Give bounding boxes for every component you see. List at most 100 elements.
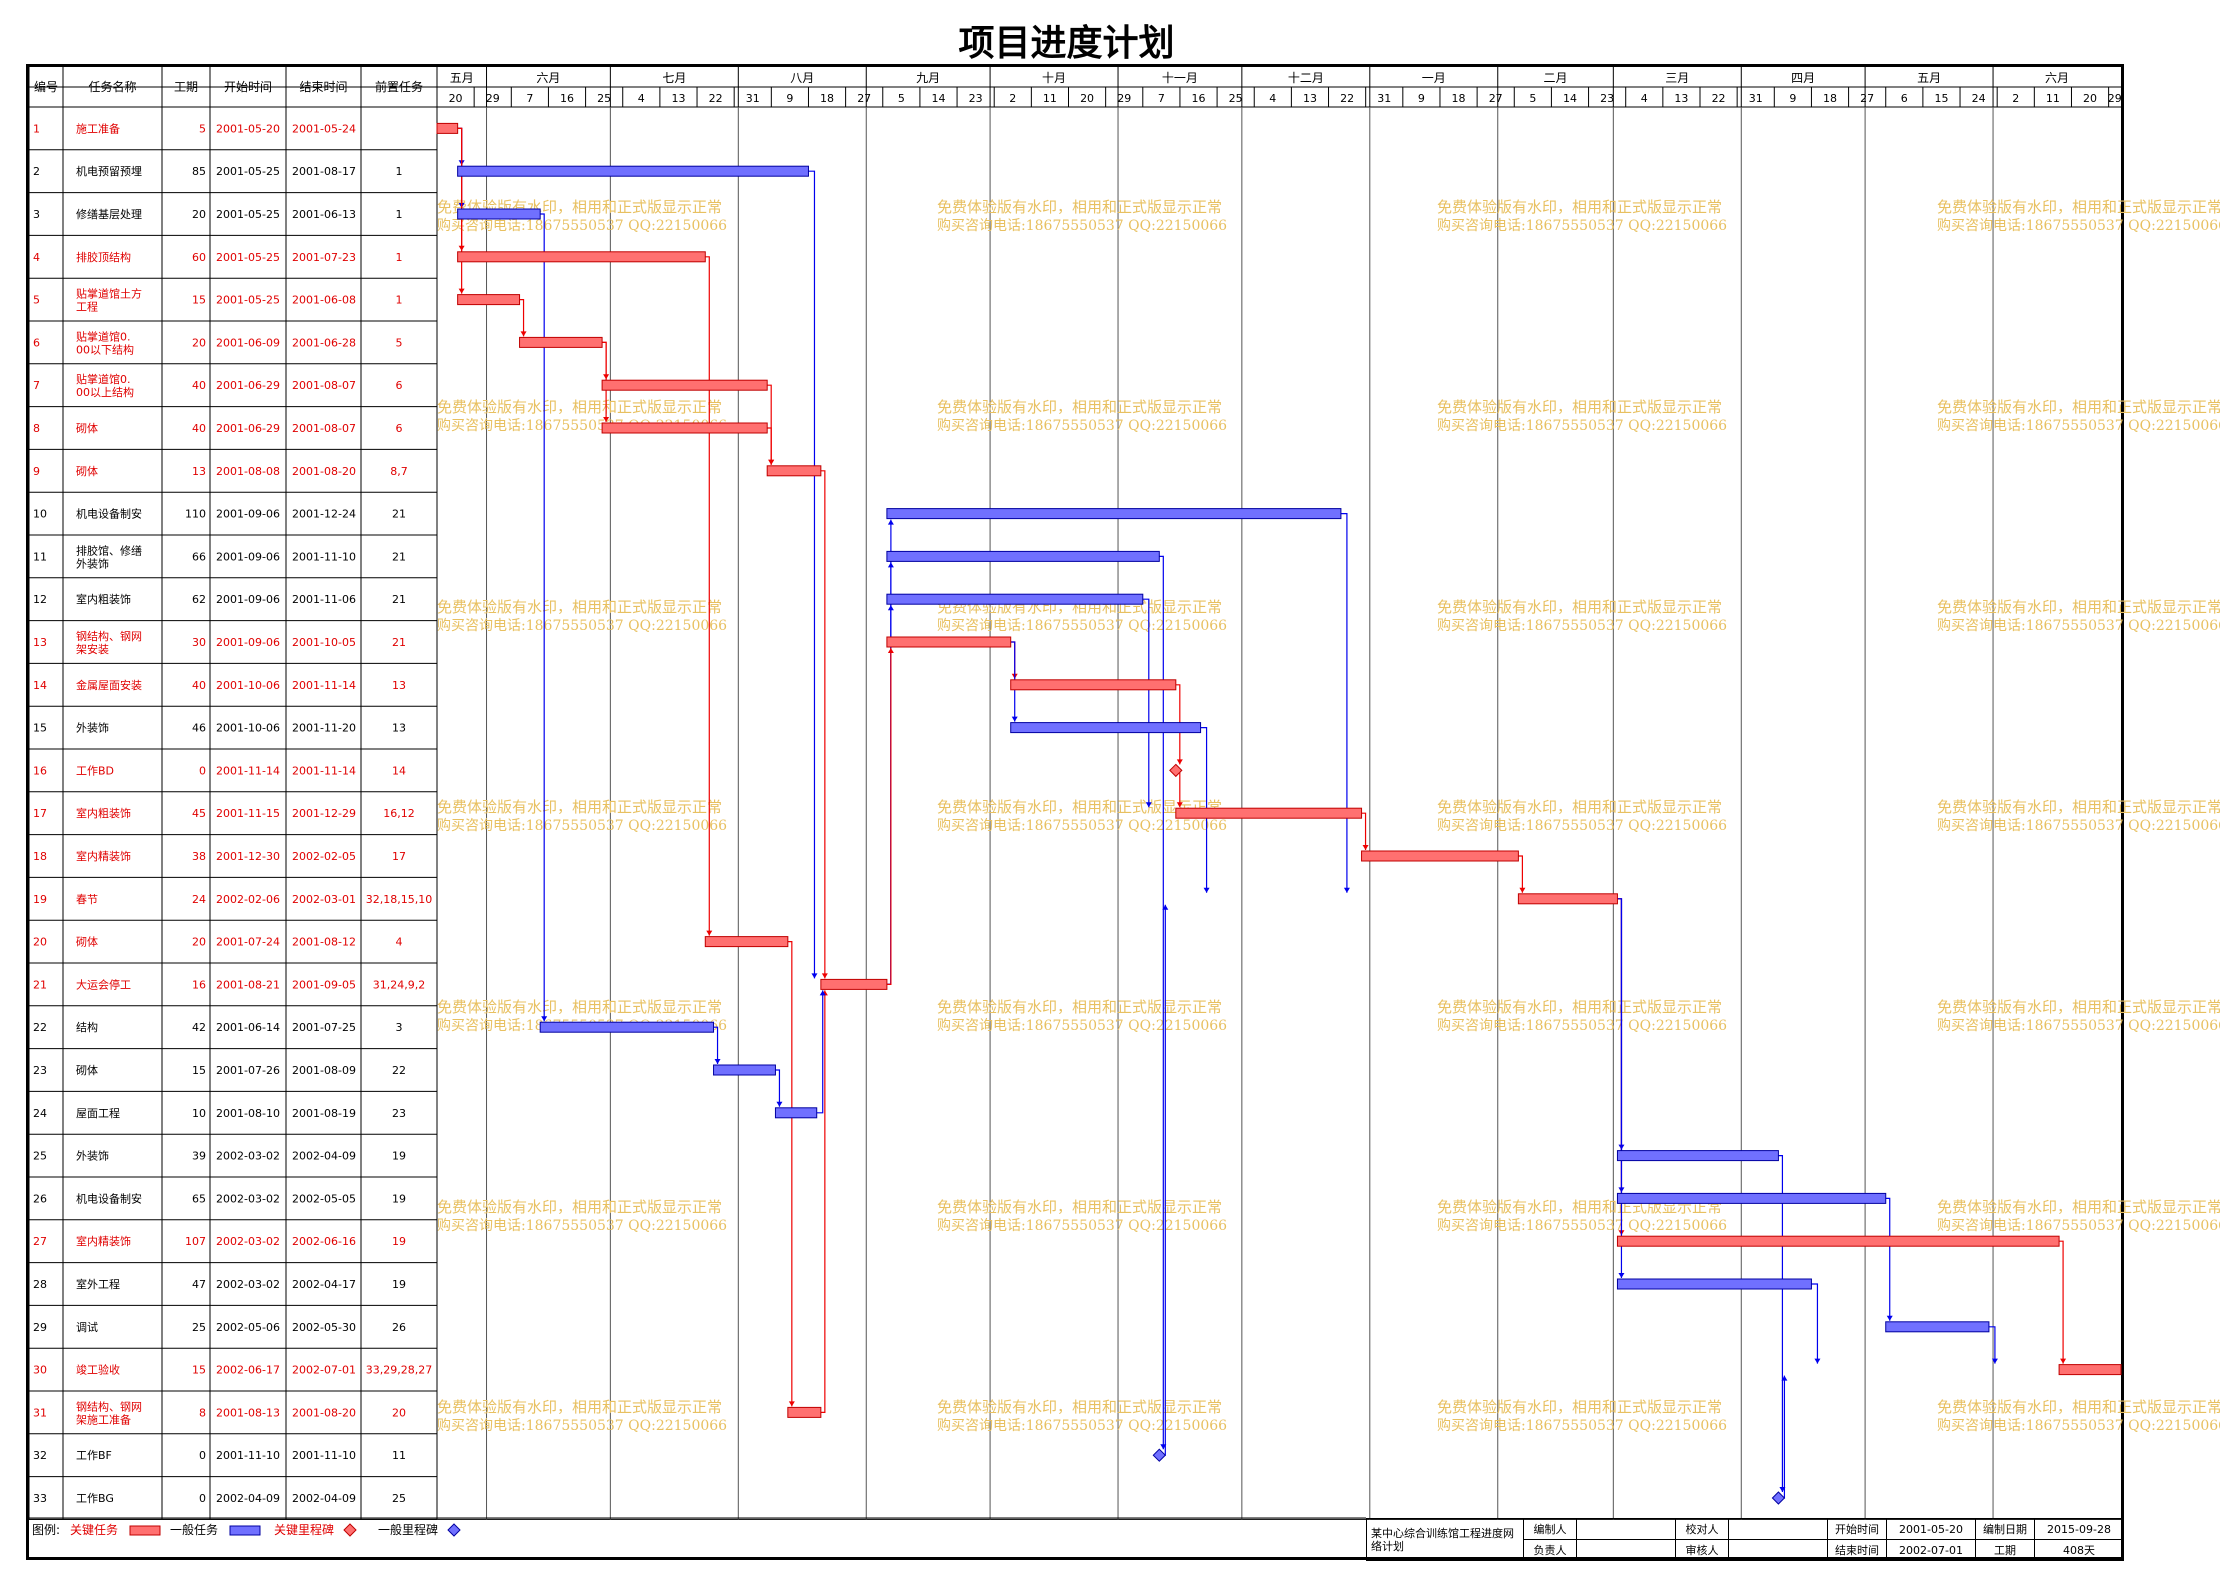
task-id: 33 bbox=[33, 1492, 47, 1505]
task-start: 2001-05-25 bbox=[216, 294, 280, 307]
task-duration: 20 bbox=[192, 208, 206, 221]
day-tick-label: 31 bbox=[1377, 92, 1391, 105]
project-name: 某中心综合训练馆工程进度网络计划 bbox=[1366, 1518, 1524, 1561]
dependency-arrow bbox=[1203, 887, 1210, 893]
task-bar bbox=[539, 1021, 715, 1033]
watermark-line-1: 免费体验版有水印，相用和正式版显示正常 bbox=[1937, 1398, 2220, 1416]
task-name: 工作BF bbox=[76, 1449, 112, 1462]
task-end: 2001-08-20 bbox=[292, 1406, 356, 1419]
task-name: 竣工验收 bbox=[76, 1363, 120, 1377]
task-name: 砌体 bbox=[76, 421, 98, 435]
task-end: 2002-07-01 bbox=[292, 1364, 356, 1377]
dependency-arrow bbox=[1160, 1444, 1167, 1450]
task-id: 30 bbox=[33, 1364, 47, 1377]
task-start: 2002-02-06 bbox=[216, 893, 280, 906]
dependency-arrow bbox=[1362, 845, 1369, 850]
dependency-link bbox=[820, 470, 826, 979]
task-bar bbox=[774, 1107, 818, 1119]
task-pred: 19 bbox=[392, 1278, 406, 1291]
task-start: 2001-11-14 bbox=[216, 764, 280, 777]
month-label: 四月 bbox=[1791, 71, 1815, 85]
task-bar bbox=[2058, 1364, 2122, 1376]
task-id: 5 bbox=[33, 294, 40, 307]
task-pred: 3 bbox=[396, 1021, 403, 1034]
milestone-diamond bbox=[1169, 763, 1183, 778]
task-id: 11 bbox=[33, 550, 47, 563]
dependency-link bbox=[2059, 1240, 2064, 1364]
task-duration: 13 bbox=[192, 465, 206, 478]
dependency-arrow bbox=[1343, 887, 1350, 893]
task-duration: 20 bbox=[192, 336, 206, 349]
legend-milestone-swatch bbox=[343, 1523, 357, 1537]
dependency-link bbox=[1988, 1326, 1996, 1364]
task-name: 排胶顶结构 bbox=[76, 250, 131, 264]
task-end: 2001-06-28 bbox=[292, 336, 356, 349]
task-bar bbox=[457, 251, 706, 263]
watermark-line-2: 购买咨询电话:18675550537 QQ:22150066 bbox=[1937, 1218, 2220, 1234]
task-bar bbox=[886, 550, 1160, 562]
watermark-line-1: 免费体验版有水印，相用和正式版显示正常 bbox=[1937, 798, 2220, 816]
task-name: 调试 bbox=[76, 1321, 98, 1334]
task-id: 3 bbox=[33, 208, 40, 221]
dependency-link bbox=[820, 990, 826, 1414]
task-id: 7 bbox=[33, 379, 40, 392]
task-start: 2001-11-10 bbox=[216, 1449, 280, 1462]
task-duration: 107 bbox=[185, 1235, 206, 1248]
task-id: 22 bbox=[33, 1021, 47, 1034]
task-end: 2001-08-12 bbox=[292, 936, 356, 949]
task-id: 19 bbox=[33, 893, 47, 906]
task-bar bbox=[601, 379, 768, 391]
task-start: 2001-06-29 bbox=[216, 422, 280, 435]
task-bar bbox=[1517, 893, 1618, 905]
watermark-line-1: 免费体验版有水印，相用和正式版显示正常 bbox=[937, 1198, 1222, 1216]
dependency-arrow bbox=[603, 417, 610, 422]
table-header-2: 工期 bbox=[174, 80, 198, 94]
watermark-line-2: 购买咨询电话:18675550537 QQ:22150066 bbox=[437, 818, 727, 834]
dependency-arrow bbox=[1779, 1487, 1786, 1492]
task-name: 贴掌道馆0. bbox=[76, 372, 131, 386]
month-label: 一月 bbox=[1422, 71, 1446, 85]
dependency-link bbox=[1159, 555, 1164, 1450]
watermark-line-1: 免费体验版有水印，相用和正式版显示正常 bbox=[437, 598, 722, 616]
day-tick-label: 5 bbox=[898, 92, 905, 105]
watermark-line-1: 免费体验版有水印，相用和正式版显示正常 bbox=[937, 198, 1222, 216]
task-name-cont: 架施工准备 bbox=[76, 1412, 131, 1426]
task-start: 2002-03-02 bbox=[216, 1278, 280, 1291]
task-id: 29 bbox=[33, 1321, 47, 1334]
month-label: 九月 bbox=[916, 71, 940, 85]
task-bar bbox=[713, 1064, 776, 1076]
task-pred: 31,24,9,2 bbox=[373, 978, 425, 991]
task-duration: 39 bbox=[192, 1150, 206, 1163]
day-tick-label: 14 bbox=[1563, 92, 1577, 105]
task-name: 钢结构、钢网 bbox=[76, 629, 142, 643]
dependency-arrow bbox=[706, 930, 713, 936]
watermark-line-2: 购买咨询电话:18675550537 QQ:22150066 bbox=[937, 218, 1227, 234]
watermark-line-2: 购买咨询电话:18675550537 QQ:22150066 bbox=[1437, 1418, 1727, 1434]
dependency-link bbox=[1778, 1375, 1786, 1499]
watermark-line-2: 购买咨询电话:18675550537 QQ:22150066 bbox=[1437, 818, 1727, 834]
task-name: 室内粗装饰 bbox=[76, 592, 131, 606]
table-header-0: 编号 bbox=[34, 79, 58, 94]
day-tick-label: 7 bbox=[526, 92, 533, 105]
task-pred: 1 bbox=[396, 294, 403, 307]
task-end: 2001-06-08 bbox=[292, 294, 356, 307]
dependency-link bbox=[1159, 904, 1166, 1456]
milestone-diamond bbox=[1152, 1448, 1167, 1462]
gantt-frame bbox=[26, 64, 2124, 1560]
reviewer-value bbox=[1728, 1539, 1828, 1561]
day-tick-label: 5 bbox=[1529, 92, 1536, 105]
watermark-line-2: 购买咨询电话:18675550537 QQ:22150066 bbox=[937, 1018, 1227, 1034]
task-duration: 5 bbox=[199, 122, 206, 135]
task-id: 12 bbox=[33, 593, 47, 606]
task-name: 机电设备制安 bbox=[76, 507, 142, 521]
task-duration: 65 bbox=[192, 1192, 206, 1205]
task-id: 21 bbox=[33, 978, 47, 991]
task-pred: 19 bbox=[392, 1192, 406, 1205]
dependency-link bbox=[1778, 1154, 1784, 1492]
task-name: 工作BD bbox=[76, 764, 114, 777]
dependency-link bbox=[1340, 512, 1348, 893]
table-header-1: 任务名称 bbox=[88, 79, 136, 94]
task-end: 2001-09-05 bbox=[292, 978, 356, 991]
task-bar bbox=[1616, 1235, 2060, 1247]
task-start: 2001-12-30 bbox=[216, 850, 280, 863]
